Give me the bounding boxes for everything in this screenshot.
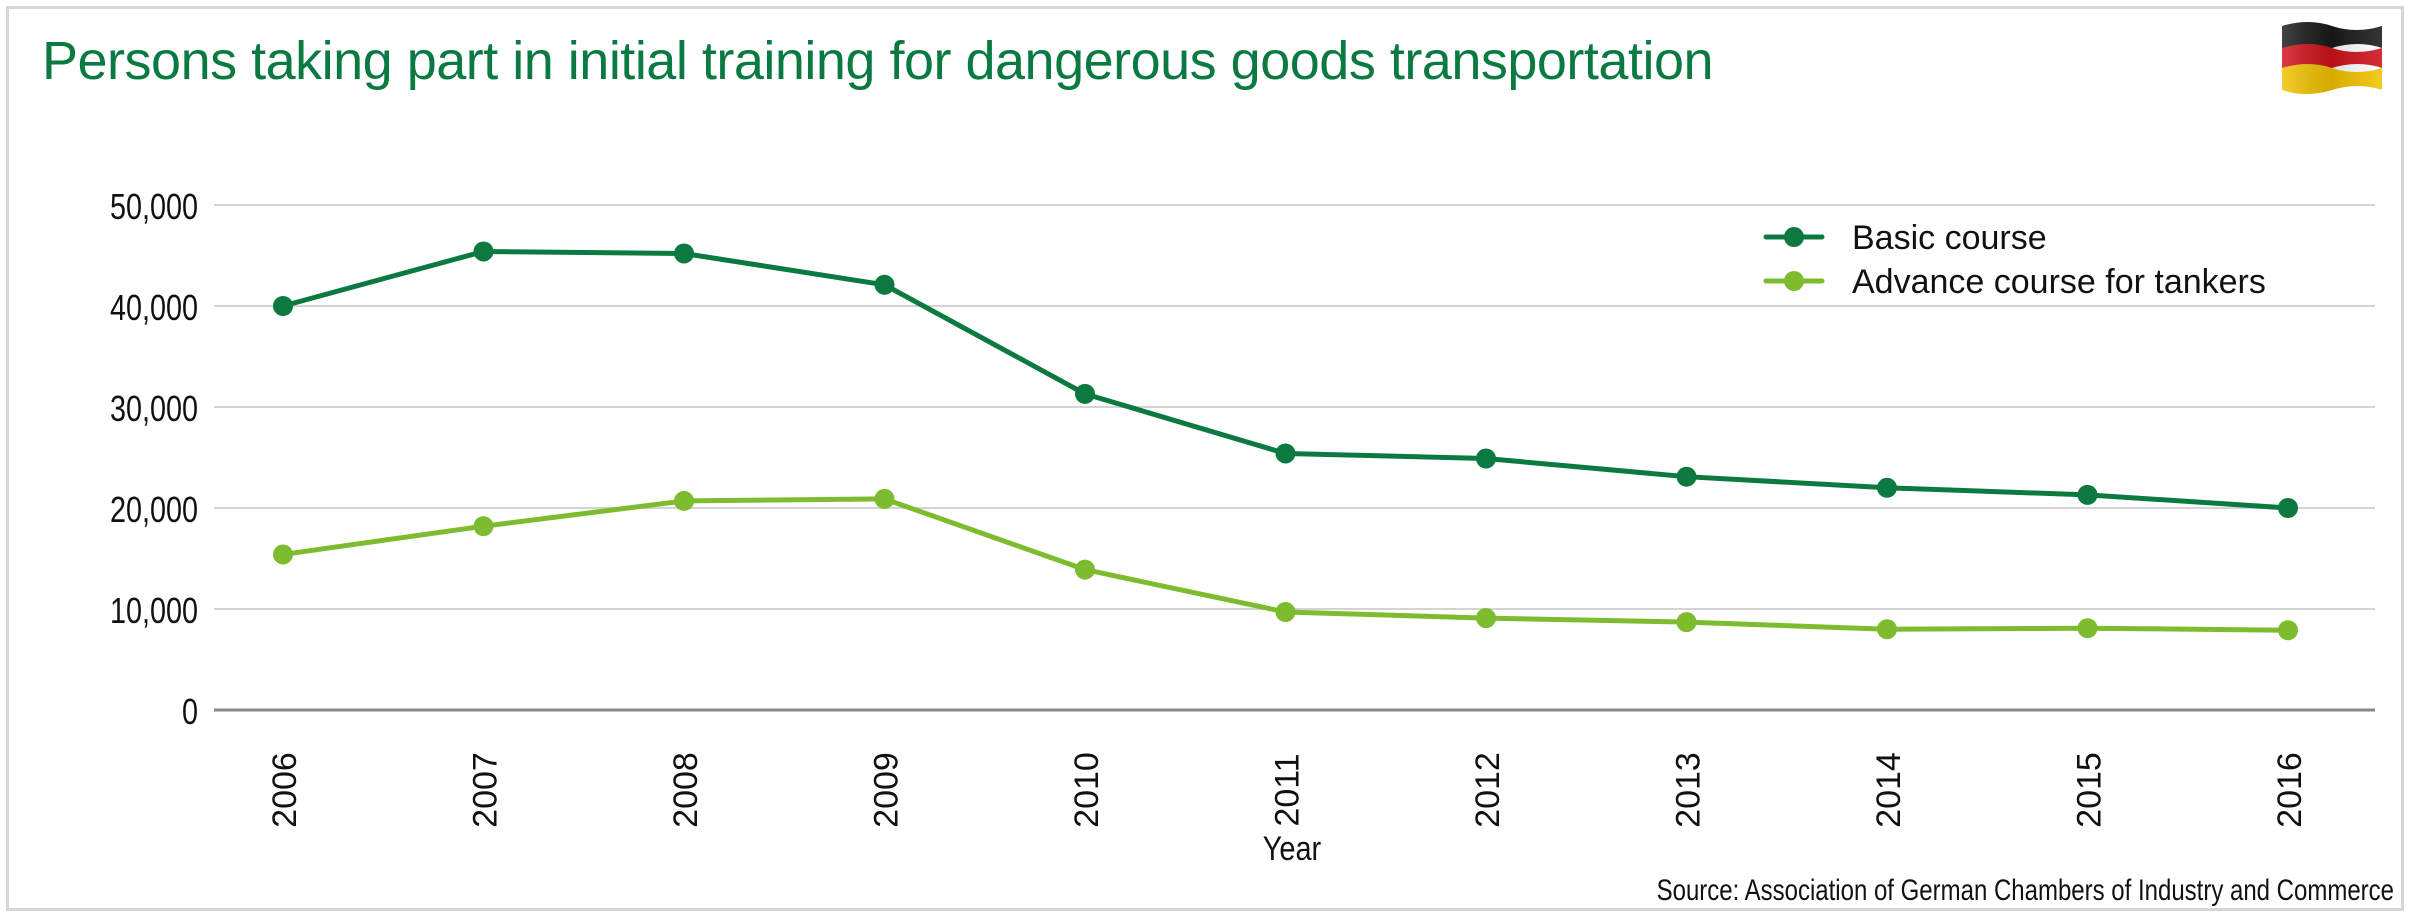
- x-tick-label: 2013: [1670, 752, 1708, 828]
- data-point: [473, 241, 494, 262]
- data-point: [1676, 612, 1697, 633]
- y-tick-label: 40,000: [110, 287, 198, 328]
- data-point: [1877, 477, 1897, 498]
- x-tick-label: 2008: [667, 752, 705, 828]
- x-tick-label: 2010: [1068, 752, 1106, 828]
- data-point: [1877, 619, 1897, 640]
- data-point: [1275, 443, 1296, 464]
- x-tick-label: 2009: [868, 752, 906, 828]
- y-tick-label: 10,000: [110, 590, 198, 631]
- data-point: [874, 488, 895, 509]
- data-point: [674, 243, 694, 264]
- y-tick-label: 0: [182, 691, 198, 732]
- data-point: [674, 490, 694, 511]
- y-tick-label: 50,000: [110, 186, 198, 227]
- chart-title: Persons taking part in initial training …: [42, 31, 1714, 91]
- x-tick-label: 2012: [1469, 752, 1507, 828]
- chart-frame: [6, 6, 2404, 911]
- legend-label: Advance course for tankers: [1852, 263, 2266, 301]
- x-tick-label: 2014: [1870, 752, 1908, 828]
- data-point: [1275, 602, 1296, 623]
- legend-label: Basic course: [1852, 219, 2047, 257]
- data-point: [273, 296, 293, 316]
- x-axis-title: Year: [1263, 829, 1321, 868]
- legend-marker: [1784, 271, 1804, 291]
- data-point: [2077, 618, 2098, 639]
- data-point: [2278, 498, 2298, 518]
- y-tick-label: 30,000: [110, 388, 198, 429]
- data-point: [1476, 448, 1496, 469]
- data-point: [2278, 620, 2298, 641]
- data-point: [473, 516, 494, 537]
- data-point: [1075, 383, 1095, 404]
- x-tick-label: 2015: [2071, 752, 2109, 828]
- x-tick-label: 2011: [1269, 753, 1307, 826]
- data-point: [1676, 466, 1697, 487]
- germany-flag-icon: [2282, 22, 2382, 94]
- x-tick-label: 2006: [266, 752, 304, 828]
- data-point: [1476, 608, 1496, 629]
- y-tick-label: 20,000: [110, 489, 198, 530]
- data-point: [1075, 559, 1095, 580]
- data-point: [874, 274, 895, 295]
- legend-marker: [1784, 227, 1804, 247]
- data-point: [273, 544, 293, 565]
- x-tick-label: 2007: [467, 752, 505, 828]
- x-tick-label: 2016: [2271, 752, 2309, 828]
- source-note: Source: Association of German Chambers o…: [1657, 872, 2394, 906]
- data-point: [2077, 484, 2098, 505]
